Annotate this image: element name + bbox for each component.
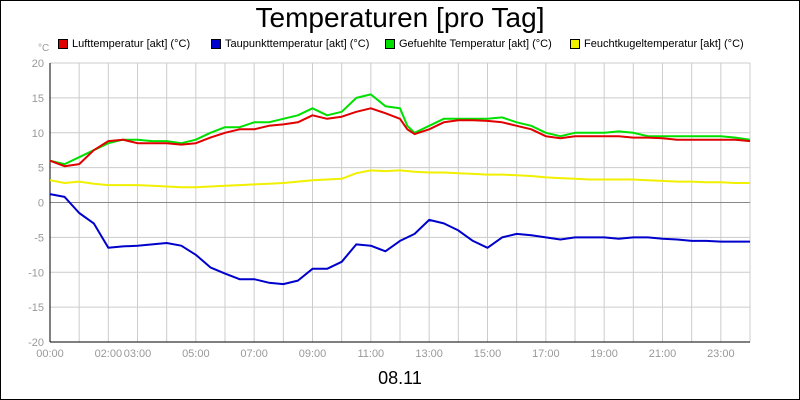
y-tick-label: 0	[38, 198, 44, 210]
x-tick-label: 13:00	[415, 348, 443, 360]
legend-swatch	[58, 39, 68, 49]
legend-swatch	[211, 39, 221, 49]
legend-label: Taupunkttemperatur [akt] (°C)	[225, 38, 370, 50]
y-tick-label: 10	[32, 128, 44, 140]
x-tick-label: 05:00	[182, 348, 210, 360]
x-axis-label: 08.11	[378, 368, 422, 388]
legend-item-feuchtkugeltemperatur: Feuchtkugeltemperatur [akt] (°C)	[570, 38, 744, 50]
legend-label: Feuchtkugeltemperatur [akt] (°C)	[584, 38, 744, 50]
y-tick-label: -20	[28, 337, 44, 349]
x-tick-label: 17:00	[532, 348, 560, 360]
chart-title: Temperaturen [pro Tag]	[255, 2, 545, 33]
y-tick-label: -5	[34, 232, 44, 244]
x-tick-label: 19:00	[590, 348, 618, 360]
legend-item-lufttemperatur: Lufttemperatur [akt] (°C)	[58, 38, 190, 50]
y-axis-unit: °C	[38, 43, 50, 54]
legend-item-gefuehlte-temperatur: Gefuehlte Temperatur [akt] (°C)	[385, 38, 552, 50]
legend-label: Gefuehlte Temperatur [akt] (°C)	[399, 38, 552, 50]
x-tick-label: 11:00	[357, 348, 384, 360]
x-tick-label: 23:00	[707, 348, 735, 360]
series-line	[49, 107, 751, 168]
y-tick-label: 15	[32, 93, 44, 105]
series-line	[49, 169, 750, 189]
y-tick-label: 20	[32, 58, 44, 70]
y-tick-label: 5	[38, 163, 44, 175]
x-tick-label: 15:00	[474, 348, 502, 360]
legend-swatch	[385, 39, 395, 49]
x-tick-label: 07:00	[240, 348, 268, 360]
x-tick-label: 21:00	[649, 348, 677, 360]
y-tick-label: -15	[28, 302, 44, 314]
series-line	[49, 93, 751, 166]
x-tick-label: 09:00	[299, 348, 327, 360]
legend-item-taupunkttemperatur: Taupunkttemperatur [akt] (°C)	[211, 38, 369, 50]
legend-label: Lufttemperatur [akt] (°C)	[72, 38, 191, 50]
legend-swatch	[570, 39, 580, 49]
x-tick-label: 00:00	[36, 348, 64, 360]
x-tick-label: 02:00	[95, 348, 123, 360]
y-tick-label: -10	[28, 267, 44, 279]
x-tick-label: 03:00	[124, 348, 152, 360]
series-line	[49, 193, 750, 286]
